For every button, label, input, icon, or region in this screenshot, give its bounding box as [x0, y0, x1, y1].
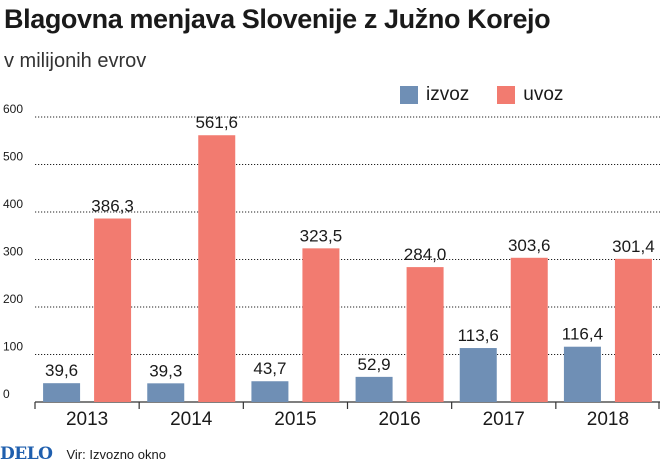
- bar-uvoz-2015: [302, 248, 340, 402]
- bar-izvoz-2016: [355, 376, 393, 402]
- bar-uvoz-2013: [94, 218, 132, 402]
- brand-logo: DELO: [0, 444, 53, 464]
- legend-swatch-izvoz: [400, 86, 418, 104]
- legend-label-uvoz: uvoz: [523, 84, 564, 105]
- legend-swatch-uvoz: [497, 86, 516, 104]
- x-tick-label-2017: 2017: [483, 409, 525, 430]
- y-tick-label: 200: [3, 292, 23, 306]
- y-tick-label: 300: [3, 245, 23, 259]
- data-label-izvoz-2015: 43,7: [253, 359, 286, 378]
- x-tick-label-2016: 2016: [378, 409, 420, 430]
- data-label-izvoz-2013: 39,6: [45, 361, 78, 380]
- bar-izvoz-2015: [251, 381, 289, 402]
- bar-uvoz-2014: [198, 135, 236, 403]
- data-label-uvoz-2015: 323,5: [300, 226, 343, 245]
- legend-item-izvoz: izvoz: [400, 84, 469, 106]
- bar-chart: 0 100 200 300 400 500 600 39,6 386,3 2013 39,3 561,…: [3, 102, 660, 430]
- y-tick-label: 600: [3, 102, 23, 116]
- footer: DELO Vir: Izvozno okno: [0, 444, 166, 464]
- bar-izvoz-2013: [43, 383, 81, 402]
- data-label-uvoz-2014: 561,6: [195, 113, 238, 132]
- bar-uvoz-2018: [614, 258, 652, 402]
- bar-uvoz-2017: [510, 257, 548, 402]
- data-label-uvoz-2013: 386,3: [91, 197, 134, 216]
- bar-izvoz-2018: [563, 346, 601, 402]
- bar-izvoz-2017: [459, 348, 497, 402]
- x-tick-label-2013: 2013: [66, 409, 108, 430]
- y-tick-label: 0: [3, 387, 10, 401]
- legend-label-izvoz: izvoz: [426, 84, 470, 105]
- data-label-izvoz-2017: 113,6: [458, 326, 499, 345]
- data-label-izvoz-2014: 39,3: [149, 361, 182, 380]
- x-tick-label-2015: 2015: [274, 409, 316, 430]
- legend: izvoz uvoz: [400, 84, 591, 106]
- x-tick-label-2018: 2018: [587, 409, 629, 430]
- y-tick-label: 400: [3, 197, 23, 211]
- y-tick-label: 500: [3, 150, 23, 164]
- source-note: Vir: Izvozno okno: [66, 446, 166, 462]
- data-label-izvoz-2018: 116,4: [562, 325, 603, 344]
- x-tick-label-2014: 2014: [170, 409, 213, 430]
- bar-izvoz-2014: [147, 383, 185, 402]
- legend-item-uvoz: uvoz: [497, 84, 563, 106]
- data-label-izvoz-2016: 52,9: [358, 355, 391, 374]
- chart-subtitle: v milijonih evrov: [4, 50, 147, 72]
- bar-uvoz-2016: [406, 267, 444, 402]
- data-label-uvoz-2017: 303,6: [508, 236, 551, 255]
- y-tick-label: 100: [3, 340, 23, 354]
- chart-title: Blagovna menjava Slovenije z Južno Korej…: [4, 4, 551, 34]
- data-label-uvoz-2018: 301,4: [612, 237, 655, 256]
- data-label-uvoz-2016: 284,0: [404, 245, 447, 264]
